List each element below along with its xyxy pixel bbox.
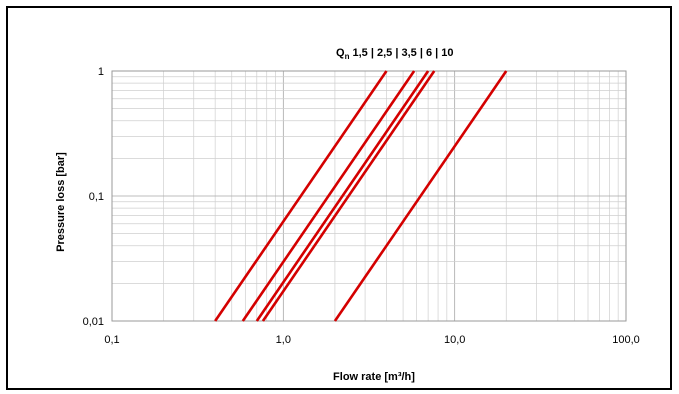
series-line-6 [261, 70, 436, 322]
x-axis-label: Flow rate [m³/h] [333, 371, 415, 383]
title-prefix: Q [336, 47, 345, 59]
x-tick-label: 1,0 [276, 334, 291, 346]
grid [111, 71, 626, 322]
series-line-1-5 [214, 70, 388, 322]
x-tick-label: 0,1 [104, 334, 119, 346]
title-subscript: n [345, 52, 350, 61]
chart-title: Qn 1,5 | 2,5 | 3,5 | 6 | 10 [336, 47, 454, 61]
series-line-3-5 [255, 70, 430, 322]
pressure-loss-chart: 0,1 1,0 10,0 100,0 0,010,11 Qn 1,5 | 2,5 | … [55, 47, 640, 383]
series-layer [214, 70, 508, 322]
y-axis-ticks: 0,01 0,1 1 [83, 66, 104, 328]
plot-area [111, 70, 627, 322]
y-tick-label: 1 [98, 66, 104, 78]
series-line-10 [333, 70, 508, 322]
title-rest: 1,5 | 2,5 | 3,5 | 6 | 10 [349, 47, 453, 59]
x-tick-label: 10,0 [444, 334, 465, 346]
x-axis-ticks: 0,1 1,0 10,0 100,0 [104, 334, 639, 346]
x-tick-label: 100,0 [612, 334, 640, 346]
series-line-2-5 [241, 70, 416, 322]
y-tick-label: 0,1 [89, 191, 104, 203]
chart-frame: 0,1 1,0 10,0 100,0 0,01 0,1 1 Qn 1,5 | 2,5 | … [6, 6, 672, 390]
y-tick-label: 0,01 [83, 316, 104, 328]
y-axis-label: Pressure loss [bar] [55, 152, 67, 252]
